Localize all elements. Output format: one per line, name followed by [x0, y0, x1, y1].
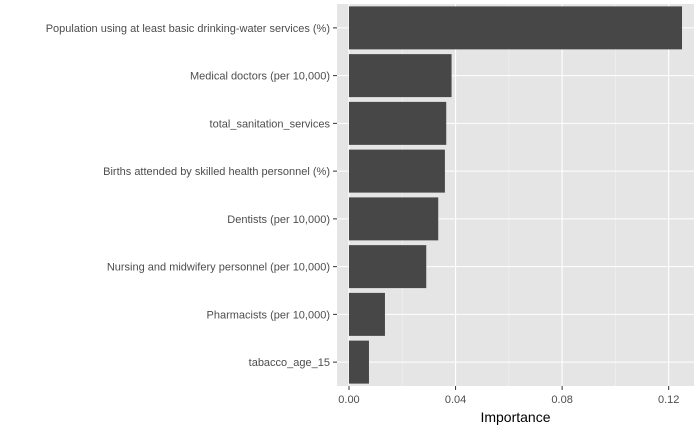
x-tick-label: 0.08 [551, 394, 572, 406]
bar [348, 245, 427, 289]
y-tick-label: Pharmacists (per 10,000) [207, 309, 331, 321]
y-tick-label: Births attended by skilled health person… [103, 166, 330, 178]
bar [348, 149, 445, 193]
bar [348, 101, 447, 145]
y-tick-label: tabacco_age_15 [249, 357, 330, 369]
bar [348, 197, 439, 241]
y-axis-ticks: Population using at least basic drinking… [46, 23, 337, 369]
bar [348, 6, 683, 50]
x-tick-label: 0.00 [338, 394, 359, 406]
bar [348, 292, 385, 336]
x-tick-label: 0.12 [658, 394, 679, 406]
x-axis-ticks: 0.00 0.04 0.08 0.12 [338, 386, 679, 406]
x-tick-label: 0.04 [445, 394, 466, 406]
y-tick-label: Dentists (per 10,000) [227, 214, 330, 226]
bar [348, 54, 452, 98]
y-tick-label: total_sanitation_services [210, 118, 331, 130]
bars [348, 6, 683, 384]
bar [348, 340, 369, 384]
y-tick-label: Medical doctors (per 10,000) [190, 71, 330, 83]
y-tick-label: Nursing and midwifery personnel (per 10,… [107, 262, 330, 274]
y-tick-label: Population using at least basic drinking… [46, 23, 330, 35]
x-axis-title: Importance [480, 409, 550, 425]
